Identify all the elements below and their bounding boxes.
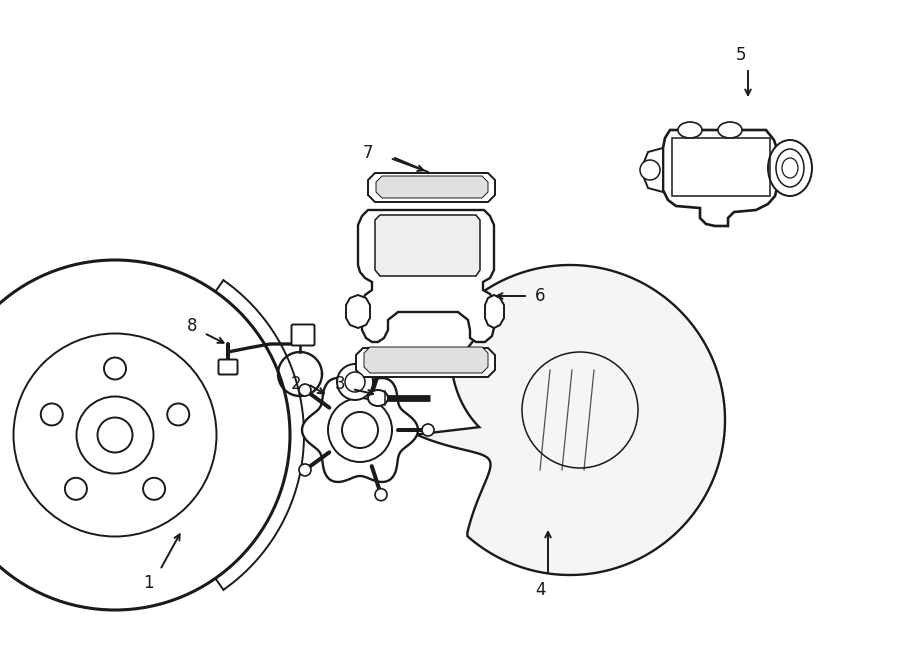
Text: 4: 4 <box>536 581 546 599</box>
Circle shape <box>104 358 126 379</box>
Polygon shape <box>358 210 494 342</box>
Text: 7: 7 <box>363 144 374 162</box>
Text: 1: 1 <box>143 574 153 592</box>
Circle shape <box>345 372 365 392</box>
FancyBboxPatch shape <box>219 360 238 375</box>
Polygon shape <box>376 176 488 198</box>
Circle shape <box>342 412 378 448</box>
Polygon shape <box>663 130 778 226</box>
Text: 2: 2 <box>291 375 302 393</box>
Polygon shape <box>302 378 418 482</box>
Text: 5: 5 <box>736 46 746 64</box>
Circle shape <box>299 384 311 396</box>
Circle shape <box>76 397 154 473</box>
Text: 3: 3 <box>335 375 346 393</box>
Circle shape <box>0 260 290 610</box>
Polygon shape <box>644 148 663 192</box>
Circle shape <box>422 424 434 436</box>
FancyBboxPatch shape <box>292 325 314 346</box>
Polygon shape <box>485 295 504 328</box>
Text: 8: 8 <box>187 317 197 335</box>
Polygon shape <box>346 295 370 328</box>
Ellipse shape <box>678 122 702 138</box>
Ellipse shape <box>718 122 742 138</box>
Circle shape <box>299 464 311 476</box>
Circle shape <box>337 364 373 400</box>
Polygon shape <box>364 347 488 373</box>
Circle shape <box>40 403 63 426</box>
Polygon shape <box>417 265 725 575</box>
Circle shape <box>167 403 189 426</box>
Ellipse shape <box>368 390 388 406</box>
Bar <box>672 138 770 196</box>
Circle shape <box>328 398 392 462</box>
Polygon shape <box>375 215 480 276</box>
Circle shape <box>14 334 217 537</box>
Circle shape <box>97 418 132 453</box>
Polygon shape <box>356 348 495 377</box>
Ellipse shape <box>768 140 812 196</box>
Circle shape <box>143 478 165 500</box>
Polygon shape <box>368 173 495 202</box>
Circle shape <box>640 160 660 180</box>
Circle shape <box>375 488 387 500</box>
Circle shape <box>375 360 387 371</box>
Text: 6: 6 <box>535 287 545 305</box>
Circle shape <box>65 478 87 500</box>
